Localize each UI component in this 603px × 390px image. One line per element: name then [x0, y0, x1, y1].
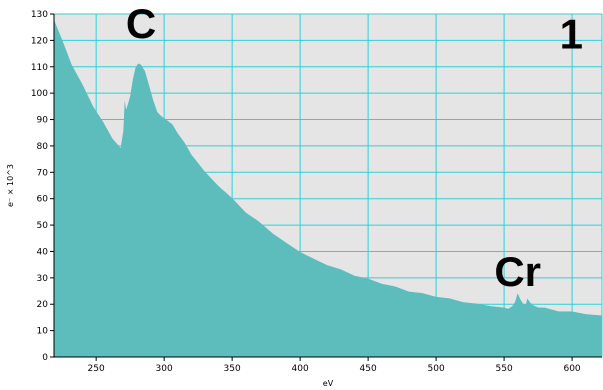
tick-labels: 250 300 350 400 450 500 550 600 0 10 20 30 40 50 60 70 8… — [31, 10, 581, 374]
x-tick-label: 400 — [292, 364, 309, 374]
y-tick-label: 50 — [37, 221, 49, 231]
y-tick-label: 20 — [37, 300, 49, 310]
y-axis-title: e⁻ × 10^3 — [6, 164, 15, 207]
axis-ticks — [50, 13, 573, 361]
y-tick-label: 130 — [31, 10, 48, 20]
y-tick-label: 60 — [37, 195, 49, 205]
y-tick-label: 100 — [31, 89, 48, 99]
peak-annotations: C Cr 1 — [126, 0, 583, 295]
y-tick-label: 40 — [37, 247, 49, 257]
x-tick-label: 550 — [496, 364, 513, 374]
x-tick-label: 300 — [156, 364, 173, 374]
y-tick-label: 10 — [37, 327, 49, 337]
y-tick-label: 120 — [31, 36, 48, 46]
x-tick-label: 450 — [360, 364, 377, 374]
annotation-label: C — [126, 0, 156, 47]
y-tick-label: 0 — [42, 353, 48, 363]
x-axis-title: eV — [323, 379, 334, 388]
y-tick-label: 30 — [37, 274, 49, 284]
y-tick-label: 70 — [37, 168, 49, 178]
x-tick-label: 250 — [88, 364, 105, 374]
spectrum-area — [54, 19, 602, 357]
annotation-label: Cr — [494, 248, 541, 295]
y-tick-label: 90 — [37, 116, 49, 126]
x-tick-label: 350 — [224, 364, 241, 374]
annotation-label: 1 — [560, 10, 583, 57]
x-tick-label: 600 — [563, 364, 580, 374]
y-tick-label: 80 — [37, 142, 49, 152]
x-tick-label: 500 — [428, 364, 445, 374]
y-tick-label: 110 — [31, 63, 48, 73]
